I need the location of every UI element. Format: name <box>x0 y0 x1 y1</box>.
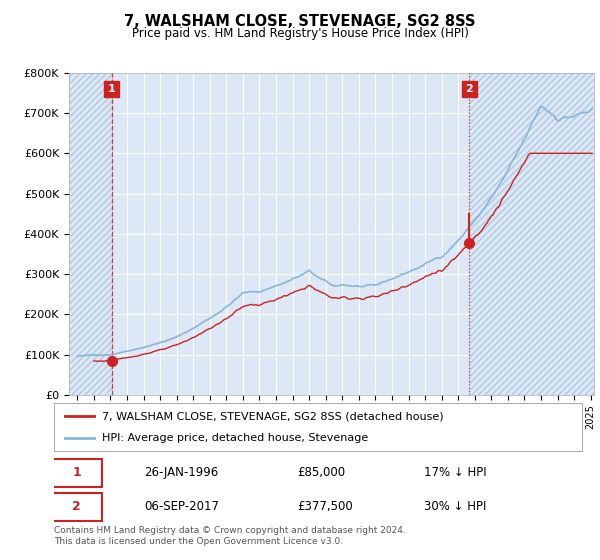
Text: HPI: Average price, detached house, Stevenage: HPI: Average price, detached house, Stev… <box>101 433 368 443</box>
Text: £377,500: £377,500 <box>297 500 353 513</box>
Text: 17% ↓ HPI: 17% ↓ HPI <box>424 466 486 479</box>
Text: £85,000: £85,000 <box>297 466 345 479</box>
FancyBboxPatch shape <box>52 493 101 521</box>
Text: Contains HM Land Registry data © Crown copyright and database right 2024.
This d: Contains HM Land Registry data © Crown c… <box>54 526 406 546</box>
Text: Price paid vs. HM Land Registry's House Price Index (HPI): Price paid vs. HM Land Registry's House … <box>131 27 469 40</box>
Text: 1: 1 <box>73 466 81 479</box>
Text: 2: 2 <box>73 500 81 513</box>
Text: 30% ↓ HPI: 30% ↓ HPI <box>424 500 486 513</box>
Text: 7, WALSHAM CLOSE, STEVENAGE, SG2 8SS (detached house): 7, WALSHAM CLOSE, STEVENAGE, SG2 8SS (de… <box>101 411 443 421</box>
Text: 06-SEP-2017: 06-SEP-2017 <box>144 500 219 513</box>
Text: 1: 1 <box>107 84 115 94</box>
Text: 2: 2 <box>466 84 473 94</box>
Text: 26-JAN-1996: 26-JAN-1996 <box>144 466 218 479</box>
FancyBboxPatch shape <box>52 459 101 487</box>
Text: 7, WALSHAM CLOSE, STEVENAGE, SG2 8SS: 7, WALSHAM CLOSE, STEVENAGE, SG2 8SS <box>124 14 476 29</box>
